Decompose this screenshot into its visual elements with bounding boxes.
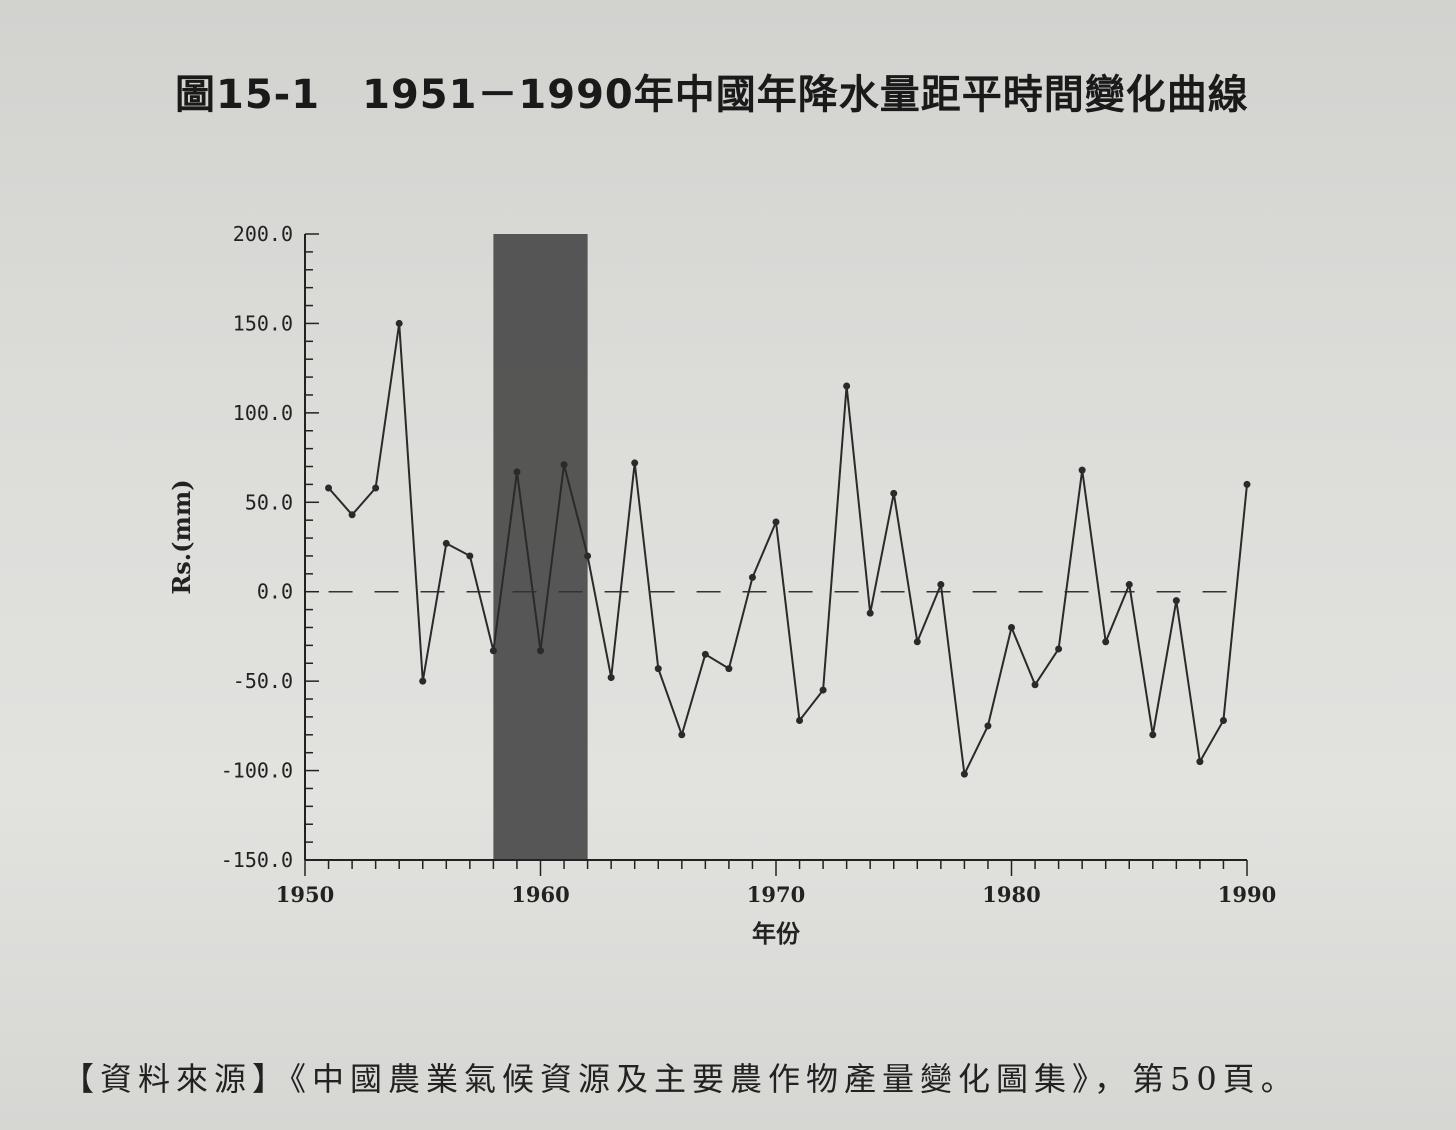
data-point [325,484,333,492]
data-point [937,581,945,589]
data-point [584,552,592,560]
data-point [419,677,427,685]
axes-layer [304,233,1248,876]
data-point [819,686,827,694]
data-point [866,609,874,617]
y-tick-label: 50.0 [245,490,293,514]
data-point [1196,758,1204,766]
data-point [1031,681,1039,689]
data-point [913,638,921,646]
source-citation: 【資料來源】《中國農業氣候資源及主要農作物產量變化圖集》，第50頁。 [62,1060,1299,1098]
data-point [1243,480,1251,488]
series-line [327,323,1248,778]
data-point [1055,645,1063,653]
data-point [772,518,780,526]
data-point [890,489,898,497]
data-point [1125,581,1133,589]
data-point [1008,623,1015,631]
data-point [1172,597,1180,605]
data-point [466,552,474,560]
x-tick-label: 1990 [1218,882,1276,907]
x-axis-title: 年份 [752,919,801,948]
data-point [537,647,544,655]
data-point [513,468,521,476]
y-tick-label: -50.0 [233,669,293,693]
series-layer [325,319,1251,778]
data-point [843,382,851,390]
data-point [489,647,497,655]
data-point [395,319,403,327]
data-point [725,665,733,673]
data-point [678,731,686,739]
y-tick-label: -150.0 [221,848,293,872]
y-tick-label: 0.0 [257,580,293,604]
x-tick-label: 1960 [511,882,569,907]
y-tick-label: 200.0 [233,222,293,246]
data-point [796,716,804,724]
data-point [654,665,662,673]
labels-layer: 200.0 150.0 100.0 50.0 0.0 -50.0 -100.0 -150.0 1… [167,222,1276,948]
data-point [631,459,639,467]
data-point [1078,466,1086,474]
figure-title-text: 1951－1990年中國年降水量距平時間變化曲線 [362,72,1249,118]
data-point [984,722,992,730]
shaded-period-layer [493,234,588,860]
x-tick-label: 1980 [982,882,1040,907]
data-point [1102,638,1110,646]
data-point [701,650,709,658]
y-tick-label: -100.0 [221,759,293,783]
data-point [960,770,968,778]
figure-title: 圖15-1 1951－1990年中國年降水量距平時間變化曲線 [175,62,1325,120]
y-tick-label: 100.0 [233,401,293,425]
data-point [348,511,356,519]
data-point [1219,716,1227,724]
data-point [442,539,450,547]
y-axis-title: Rs.(mm) [167,479,196,594]
data-point [372,484,380,492]
shaded-period-band [493,234,588,860]
data-point [748,573,756,581]
x-tick-label: 1970 [747,882,805,907]
data-point [560,461,568,469]
x-tick-label: 1950 [276,882,334,907]
data-point [607,674,615,682]
y-tick-label: 150.0 [233,311,293,335]
figure-number: 圖15-1 [175,72,321,118]
data-point [1149,731,1157,739]
